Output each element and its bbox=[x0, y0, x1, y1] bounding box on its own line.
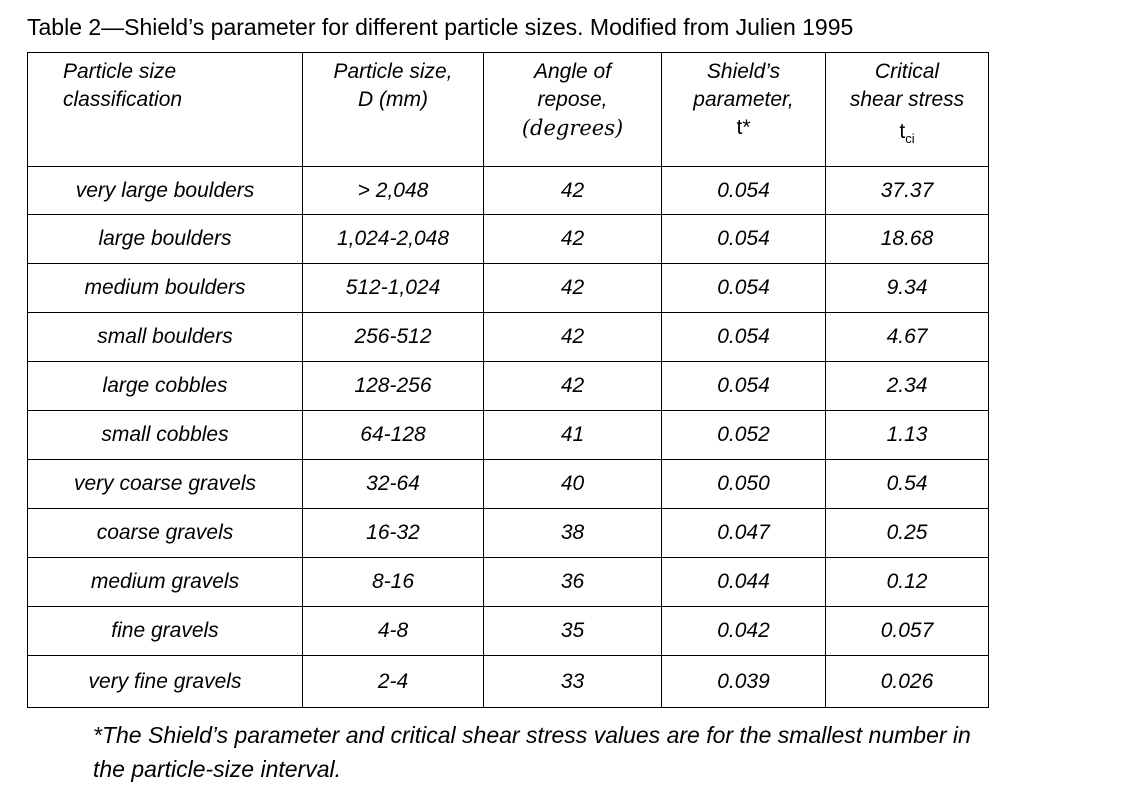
cell-size: 32-64 bbox=[302, 459, 484, 509]
cell-size: 64-128 bbox=[302, 410, 484, 460]
cell-angle: 42 bbox=[483, 263, 662, 313]
cell-classification: coarse gravels bbox=[27, 508, 303, 558]
cell-shields: 0.054 bbox=[661, 361, 826, 411]
cell-classification: medium boulders bbox=[27, 263, 303, 313]
cell-angle: 42 bbox=[483, 361, 662, 411]
header-angle-line2: repose, bbox=[537, 88, 608, 111]
cell-angle: 36 bbox=[483, 557, 662, 607]
table-row: small boulders 256-512 42 0.054 4.67 bbox=[27, 312, 989, 362]
cell-shields: 0.054 bbox=[661, 214, 826, 264]
header-critical-shear-stress: Critical shear stress tci bbox=[825, 52, 989, 167]
cell-stress: 18.68 bbox=[825, 214, 989, 264]
cell-shields: 0.054 bbox=[661, 312, 826, 362]
cell-shields: 0.054 bbox=[661, 263, 826, 313]
table-row: large cobbles 128-256 42 0.054 2.34 bbox=[27, 361, 989, 411]
cell-shields: 0.052 bbox=[661, 410, 826, 460]
header-angle-line1: Angle of bbox=[533, 60, 612, 83]
cell-shields: 0.042 bbox=[661, 606, 826, 656]
cell-size: > 2,048 bbox=[302, 166, 484, 215]
cell-shields: 0.039 bbox=[661, 655, 826, 708]
cell-stress: 9.34 bbox=[825, 263, 989, 313]
table-row: large boulders 1,024-2,048 42 0.054 18.6… bbox=[27, 214, 989, 264]
cell-classification: fine gravels bbox=[27, 606, 303, 656]
header-stress-line2: shear stress bbox=[849, 88, 965, 111]
cell-angle: 33 bbox=[483, 655, 662, 708]
cell-stress: 1.13 bbox=[825, 410, 989, 460]
table-row: coarse gravels 16-32 38 0.047 0.25 bbox=[27, 508, 989, 558]
table-row: very coarse gravels 32-64 40 0.050 0.54 bbox=[27, 459, 989, 509]
cell-size: 8-16 bbox=[302, 557, 484, 607]
table-row: very large boulders > 2,048 42 0.054 37.… bbox=[27, 166, 989, 215]
cell-stress: 0.026 bbox=[825, 655, 989, 708]
cell-shields: 0.047 bbox=[661, 508, 826, 558]
cell-size: 4-8 bbox=[302, 606, 484, 656]
cell-size: 128-256 bbox=[302, 361, 484, 411]
header-angle-line3: (degrees) bbox=[521, 116, 624, 140]
cell-stress: 0.25 bbox=[825, 508, 989, 558]
cell-classification: medium gravels bbox=[27, 557, 303, 607]
cell-classification: very coarse gravels bbox=[27, 459, 303, 509]
cell-stress: 0.057 bbox=[825, 606, 989, 656]
header-particle-size: Particle size, D (mm) bbox=[302, 52, 484, 167]
cell-stress: 0.54 bbox=[825, 459, 989, 509]
header-shields-parameter: Shield’s parameter, t* bbox=[661, 52, 826, 167]
cell-angle: 35 bbox=[483, 606, 662, 656]
header-particle-size-line1: Particle size, bbox=[333, 60, 453, 83]
cell-stress: 37.37 bbox=[825, 166, 989, 215]
cell-shields: 0.054 bbox=[661, 166, 826, 215]
cell-angle: 42 bbox=[483, 166, 662, 215]
cell-size: 16-32 bbox=[302, 508, 484, 558]
table-footnote: *The Shield’s parameter and critical she… bbox=[93, 722, 971, 782]
table-row: small cobbles 64-128 41 0.052 1.13 bbox=[27, 410, 989, 460]
header-classification: Particle size classification bbox=[27, 52, 303, 167]
cell-stress: 2.34 bbox=[825, 361, 989, 411]
header-shields-line2: parameter, bbox=[693, 88, 794, 111]
cell-angle: 42 bbox=[483, 214, 662, 264]
cell-size: 1,024-2,048 bbox=[302, 214, 484, 264]
cell-stress: 4.67 bbox=[825, 312, 989, 362]
table-row: medium boulders 512-1,024 42 0.054 9.34 bbox=[27, 263, 989, 313]
cell-angle: 38 bbox=[483, 508, 662, 558]
particle-size-table: Particle size classification Particle si… bbox=[27, 52, 989, 708]
cell-angle: 41 bbox=[483, 410, 662, 460]
header-stress-line1: Critical bbox=[874, 60, 940, 83]
cell-shields: 0.050 bbox=[661, 459, 826, 509]
stress-symbol-subscript: ci bbox=[905, 131, 915, 147]
stress-symbol-base: t bbox=[899, 120, 906, 143]
cell-angle: 42 bbox=[483, 312, 662, 362]
header-shields-symbol: t* bbox=[736, 116, 751, 139]
cell-classification: very fine gravels bbox=[27, 655, 303, 708]
table-header-row: Particle size classification Particle si… bbox=[27, 52, 989, 167]
header-stress-symbol: tci bbox=[899, 118, 914, 153]
cell-size: 2-4 bbox=[302, 655, 484, 708]
cell-classification: small boulders bbox=[27, 312, 303, 362]
table-row: fine gravels 4-8 35 0.042 0.057 bbox=[27, 606, 989, 656]
cell-classification: small cobbles bbox=[27, 410, 303, 460]
table-row: medium gravels 8-16 36 0.044 0.12 bbox=[27, 557, 989, 607]
header-classification-line1: Particle size bbox=[63, 60, 177, 83]
cell-classification: very large boulders bbox=[27, 166, 303, 215]
header-particle-size-line2: D (mm) bbox=[358, 88, 428, 111]
cell-size: 256-512 bbox=[302, 312, 484, 362]
header-shields-line1: Shield’s bbox=[706, 60, 781, 83]
header-angle-of-repose: Angle of repose, (degrees) bbox=[483, 52, 662, 167]
cell-classification: large boulders bbox=[27, 214, 303, 264]
cell-stress: 0.12 bbox=[825, 557, 989, 607]
cell-angle: 40 bbox=[483, 459, 662, 509]
header-classification-line2: classification bbox=[63, 88, 183, 111]
table-row: very fine gravels 2-4 33 0.039 0.026 bbox=[27, 655, 989, 708]
cell-size: 512-1,024 bbox=[302, 263, 484, 313]
cell-classification: large cobbles bbox=[27, 361, 303, 411]
cell-shields: 0.044 bbox=[661, 557, 826, 607]
table-caption: Table 2—Shield’s parameter for different… bbox=[27, 14, 854, 40]
